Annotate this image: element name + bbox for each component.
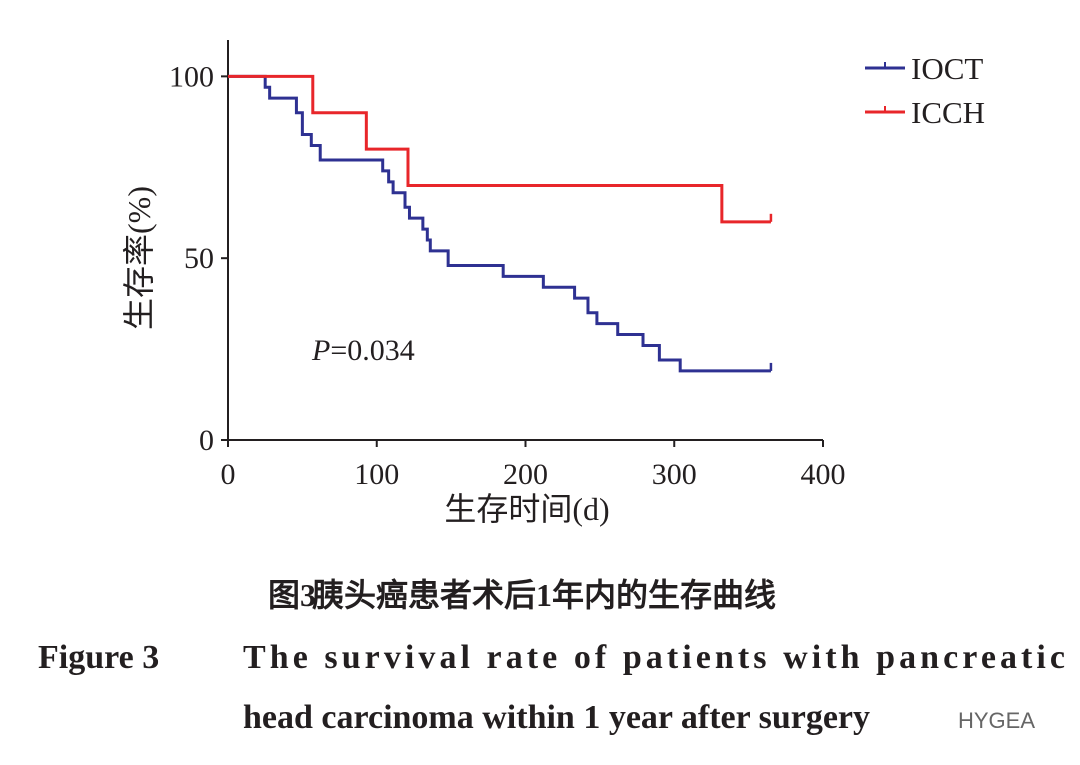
caption-en-line: The survival rate of patients with pancr…	[243, 639, 1065, 676]
x-tick-label: 300	[652, 458, 697, 491]
x-tick-label: 0	[221, 458, 236, 491]
x-tick-label: 200	[503, 458, 548, 491]
caption-en-label: Figure 3	[38, 639, 159, 676]
survival-line	[228, 74, 771, 373]
y-tick-label: 50	[184, 242, 214, 275]
legend-label: IOCT	[911, 51, 983, 86]
y-axis-label: 生存率(%)	[121, 186, 157, 330]
caption-en-line: head carcinoma within 1 year after surge…	[243, 699, 870, 736]
x-axis-label: 生存时间(d)	[444, 491, 609, 527]
y-tick-label: 100	[169, 60, 214, 93]
legend-label: ICCH	[911, 95, 985, 130]
watermark: HYGEA	[958, 708, 1035, 733]
annotation: P=0.034	[311, 334, 415, 367]
annotation-italic: P	[311, 334, 330, 367]
annotation-text: =0.034	[330, 334, 414, 367]
x-tick-label: 100	[354, 458, 399, 491]
y-tick-label: 0	[199, 424, 214, 457]
survival-line	[228, 74, 771, 224]
caption-cn-label: 图3	[268, 577, 316, 613]
caption-cn-text: 胰头癌患者术后1年内的生存曲线	[312, 577, 776, 613]
x-tick-label: 400	[801, 458, 846, 491]
